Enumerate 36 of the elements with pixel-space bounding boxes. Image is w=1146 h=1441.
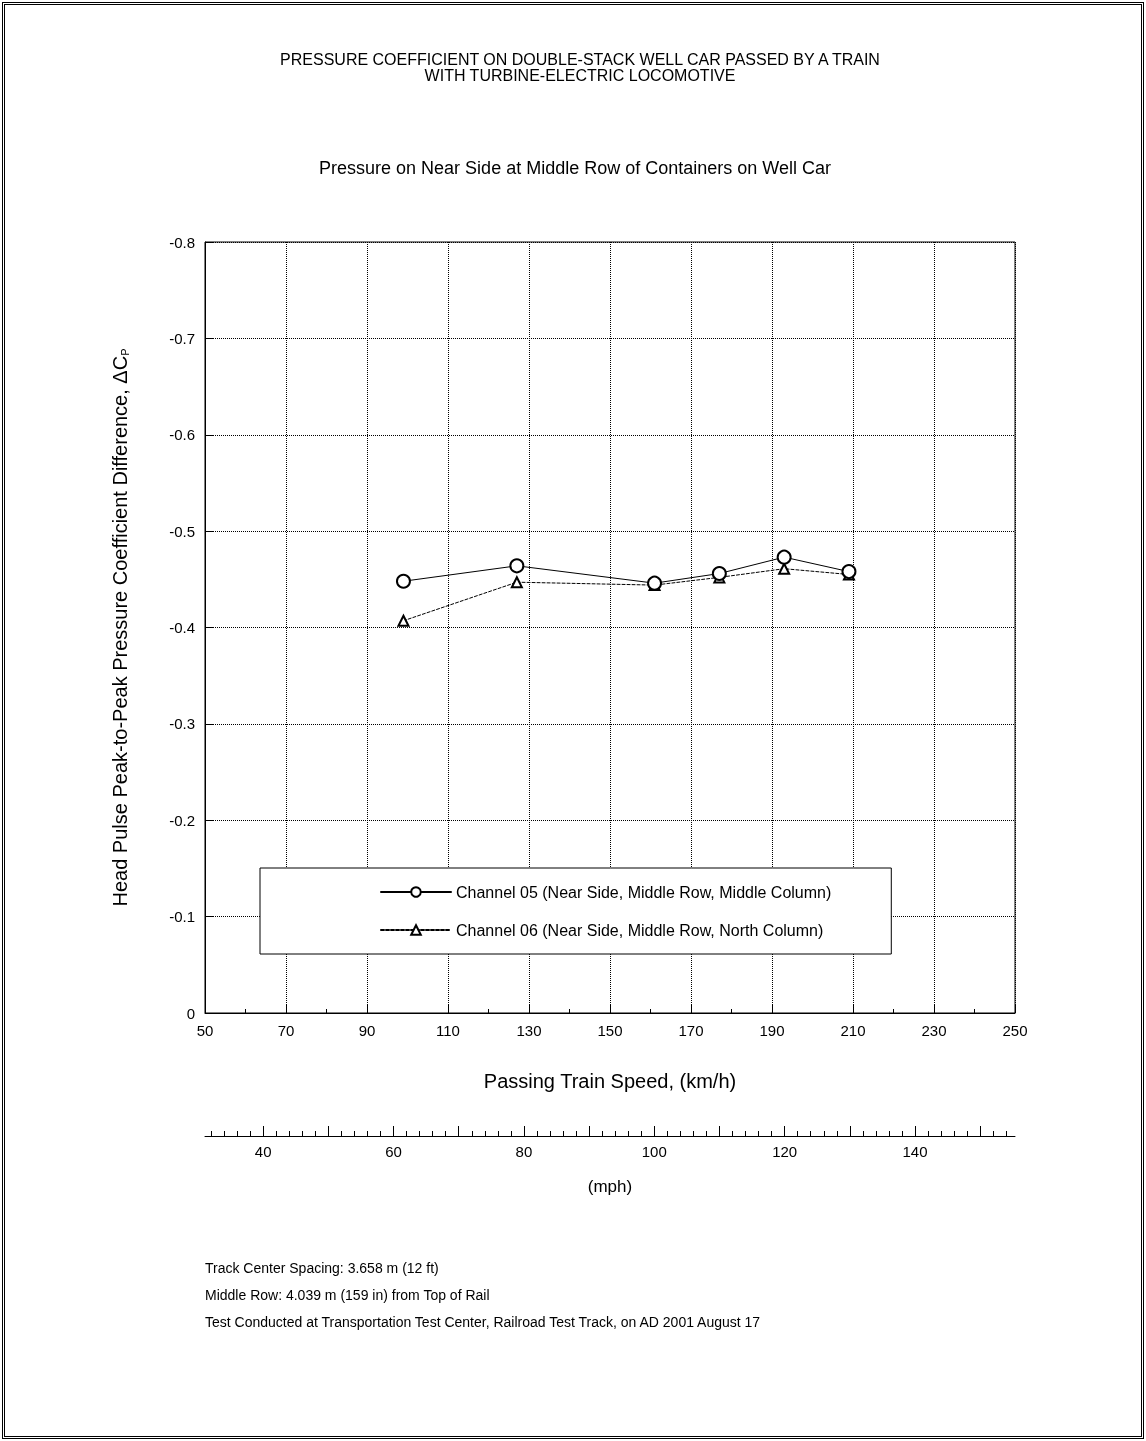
legend-label: Channel 06 (Near Side, Middle Row, North Column): [456, 921, 824, 939]
y-tick-label: -0.8: [169, 233, 195, 251]
x-axis-title: Passing Train Speed, (km/h): [483, 1070, 737, 1092]
x2-tick-label: 60: [385, 1143, 402, 1160]
x-tick-label: 110: [436, 1022, 460, 1039]
text: Track Center Spacing: 3.658 m (12 ft): [205, 1259, 440, 1278]
chart-subtitle: Pressure on Near Side at Middle Row of Containers on Well Car: [318, 158, 832, 179]
x-tick-label: 190: [759, 1022, 785, 1039]
text: Test Conducted at Transportation Test Center, Railroad Test Track, on AD 2001 August 17: [205, 1313, 761, 1332]
x-tick-label: 250: [1002, 1022, 1028, 1039]
x2-tick-label: 140: [902, 1143, 928, 1160]
x2-tick-label: 100: [641, 1143, 667, 1160]
x-tick-label: 90: [358, 1022, 376, 1039]
x-tick-label: 150: [597, 1022, 623, 1039]
x-tick-label: 170: [678, 1022, 704, 1039]
x2-tick-label: 80: [515, 1143, 533, 1160]
y-tick-label: -0.3: [169, 715, 195, 733]
x-tick-label: 210: [840, 1022, 866, 1039]
y-tick-label: -0.5: [169, 522, 195, 540]
legend-label: Channel 05 (Near Side, Middle Row, Middle Column): [456, 883, 832, 901]
y-tick-label: -0.6: [169, 426, 195, 444]
x-tick-label: 230: [921, 1022, 947, 1039]
y-tick-label: 0: [186, 1004, 195, 1022]
x2-tick-label: 40: [254, 1143, 272, 1160]
x-tick-label: 50: [196, 1022, 214, 1039]
y-tick-label: -0.7: [169, 329, 195, 347]
x2-tick-label: 120: [772, 1143, 798, 1160]
text: Middle Row: 4.039 m (159 in) from Top of Rail: [205, 1286, 491, 1305]
x-tick-label: 130: [516, 1022, 542, 1039]
chart-title: PRESSURE COEFFICIENT ON DOUBLE-STACK WELL CAR PASSED BY A TRAIN WITH TURBINE-ELECTRIC LOCOMOTIVE: [280, 51, 880, 84]
y-tick-label: -0.1: [169, 908, 195, 926]
y-tick-label: -0.2: [169, 811, 195, 829]
x-tick-label: 70: [277, 1022, 295, 1039]
y-axis-title: Head Pulse Peak-to-Peak Pressure Coefficient Difference, ΔCP: [108, 348, 131, 907]
y-tick-label: -0.4: [169, 619, 195, 636]
x2-axis-title: (mph): [587, 1177, 633, 1196]
